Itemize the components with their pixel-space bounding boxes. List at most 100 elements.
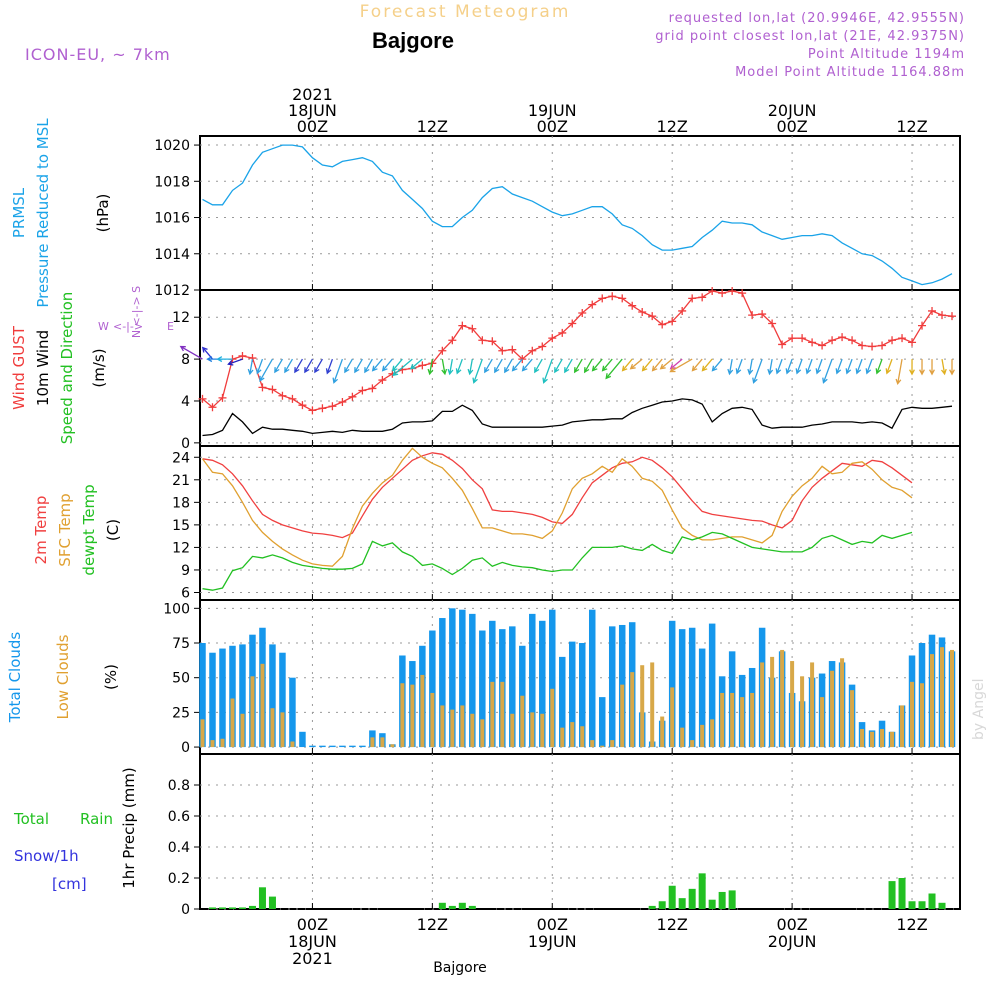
total-cloud-bar (588, 609, 596, 748)
rain-bar (268, 896, 276, 909)
total-cloud-bar (219, 648, 226, 748)
low-cloud-bar (470, 713, 475, 748)
gust-marker (748, 311, 757, 320)
wind-direction-arrow (621, 358, 633, 372)
wind-direction-arrow (855, 358, 863, 375)
low-cloud-bar (210, 740, 215, 748)
low-cloud-bar (690, 740, 695, 748)
compass-arrows: <-|-> (113, 320, 143, 333)
wind-direction-arrow (472, 358, 483, 384)
low-cloud-bar (640, 665, 645, 748)
pressure-unit-label: (hPa) (94, 194, 112, 233)
wind-direction-arrow (641, 358, 653, 372)
wind-direction-arrow (605, 358, 623, 380)
y-tick-label: 12 (172, 310, 190, 326)
wind-direction-arrow (822, 358, 833, 384)
top-time-label: 18JUN (288, 101, 337, 120)
gust-marker (508, 345, 517, 354)
wind-direction-arrow (795, 358, 803, 375)
top-time-label: 12Z (657, 117, 688, 136)
total-cloud-bar (279, 652, 286, 748)
y-tick-label: 100 (163, 601, 190, 617)
wind-direction-arrow (274, 358, 284, 374)
wind-direction-arrow (629, 358, 643, 370)
bottom-time-label: 2021 (292, 949, 333, 968)
y-tick-label: 1018 (154, 174, 190, 190)
product-title: Forecast Meteogram (360, 2, 571, 22)
wind-direction-arrow (711, 358, 723, 372)
low-cloud-bar (490, 681, 495, 748)
gust-marker (538, 342, 547, 351)
wind-direction-arrow (767, 358, 774, 376)
gust-marker (568, 319, 577, 328)
low-cloud-bar (750, 692, 755, 748)
low-cloud-bar (670, 687, 675, 748)
prmsl-desc-label: Pressure Reduced to MSL (34, 118, 52, 308)
wind-direction-arrow (554, 358, 563, 374)
wind-direction-arrow (304, 358, 313, 374)
gust-marker (298, 401, 307, 410)
dewpt-label: dewpt Temp (80, 484, 98, 575)
y-tick-label: 1014 (154, 247, 190, 263)
gust-marker (378, 376, 387, 385)
total-cloud-bar (569, 641, 576, 748)
gust-marker (938, 311, 947, 320)
y-tick-label: 1012 (154, 283, 190, 299)
low-cloud-bar (240, 713, 245, 748)
low-cloud-bar (630, 672, 635, 748)
gust-marker (208, 403, 217, 412)
wind-direction-arrow (564, 358, 573, 374)
gust-marker (318, 404, 327, 413)
total-cloud-bar (289, 677, 296, 748)
y-tick-label: 75 (172, 636, 190, 652)
low-cloud-bar (840, 658, 845, 748)
top-time-label: 00Z (776, 117, 807, 136)
low-cloud-bar (220, 738, 225, 748)
bottom-time-label: 12Z (657, 915, 688, 934)
wind-direction-arrow (875, 358, 883, 375)
series-10m-wind (202, 398, 953, 437)
panel-pressure: 1012 1014 1016 1018 1020 (154, 135, 961, 299)
total-cloud-bar (339, 745, 346, 748)
sfc-label: SFC Temp (56, 493, 74, 566)
low-cloud-bar (760, 662, 765, 748)
low-cloud-bar (560, 727, 565, 748)
wind-direction-arrow (659, 358, 673, 370)
y-tick-label: 8 (181, 352, 190, 368)
top-time-label: 12Z (896, 117, 927, 136)
bottom-time-label: 00Z (297, 915, 328, 934)
wind-direction-arrow (381, 358, 393, 372)
total-cloud-bar (429, 630, 436, 748)
series-wind-gust (202, 290, 953, 412)
total-cloud-bar (319, 745, 326, 748)
gust-label: Wind GUST (10, 325, 28, 410)
y-tick-label: 18 (172, 495, 190, 511)
bottom-time-label: 00Z (776, 915, 807, 934)
precip-unit-label: 1hr Precip (mm) (120, 767, 138, 888)
low-cloud-bar (650, 662, 655, 748)
rain-bar (918, 901, 926, 909)
gust-marker (898, 334, 907, 343)
y-tick-label: 24 (172, 450, 190, 466)
total-cloud-bar (349, 745, 356, 748)
wind-direction-arrow (354, 358, 363, 374)
wind-direction-arrow (494, 358, 503, 374)
low-cloud-bar (610, 740, 615, 748)
low-cloud-bar (680, 727, 685, 748)
panel-wind: 0 4 8 12 (172, 287, 961, 452)
wind-direction-arrow (216, 356, 233, 363)
low-cloud-bar (280, 712, 285, 748)
total-cloud-bar (539, 620, 546, 748)
model-name: ICON-EU, ~ 7km (25, 45, 171, 64)
gust-marker (768, 319, 777, 328)
low-cloud-bar (400, 683, 405, 748)
compass-north: N <-|-> S (130, 286, 143, 338)
low-cloud-bar (480, 719, 485, 748)
gust-marker (698, 293, 707, 302)
y-tick-label: 1016 (154, 211, 190, 227)
wind-direction-arrow (294, 358, 303, 374)
gust-marker (728, 287, 737, 296)
gust-marker (468, 324, 477, 333)
rain-bar (258, 887, 266, 909)
